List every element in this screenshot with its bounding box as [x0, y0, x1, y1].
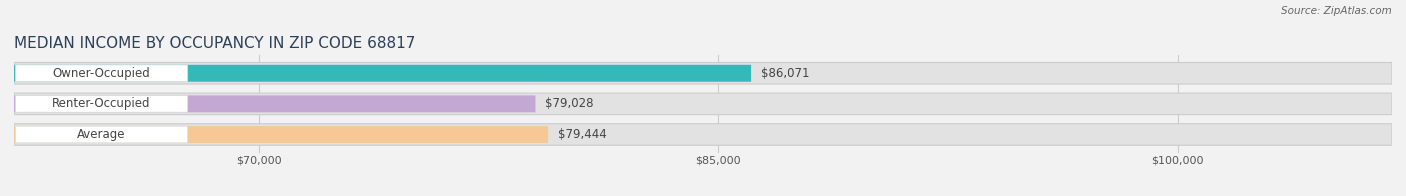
- FancyBboxPatch shape: [15, 96, 187, 112]
- FancyBboxPatch shape: [15, 65, 187, 82]
- Text: Owner-Occupied: Owner-Occupied: [52, 67, 150, 80]
- Text: $79,444: $79,444: [558, 128, 606, 141]
- Text: $86,071: $86,071: [761, 67, 810, 80]
- FancyBboxPatch shape: [14, 63, 1392, 84]
- FancyBboxPatch shape: [14, 93, 1392, 115]
- Text: Renter-Occupied: Renter-Occupied: [52, 97, 150, 110]
- FancyBboxPatch shape: [15, 126, 187, 143]
- FancyBboxPatch shape: [14, 126, 548, 143]
- Text: MEDIAN INCOME BY OCCUPANCY IN ZIP CODE 68817: MEDIAN INCOME BY OCCUPANCY IN ZIP CODE 6…: [14, 36, 415, 51]
- Text: Average: Average: [76, 128, 125, 141]
- Text: Source: ZipAtlas.com: Source: ZipAtlas.com: [1281, 6, 1392, 16]
- FancyBboxPatch shape: [14, 65, 751, 82]
- Text: $79,028: $79,028: [546, 97, 593, 110]
- FancyBboxPatch shape: [14, 124, 1392, 145]
- FancyBboxPatch shape: [14, 95, 536, 112]
